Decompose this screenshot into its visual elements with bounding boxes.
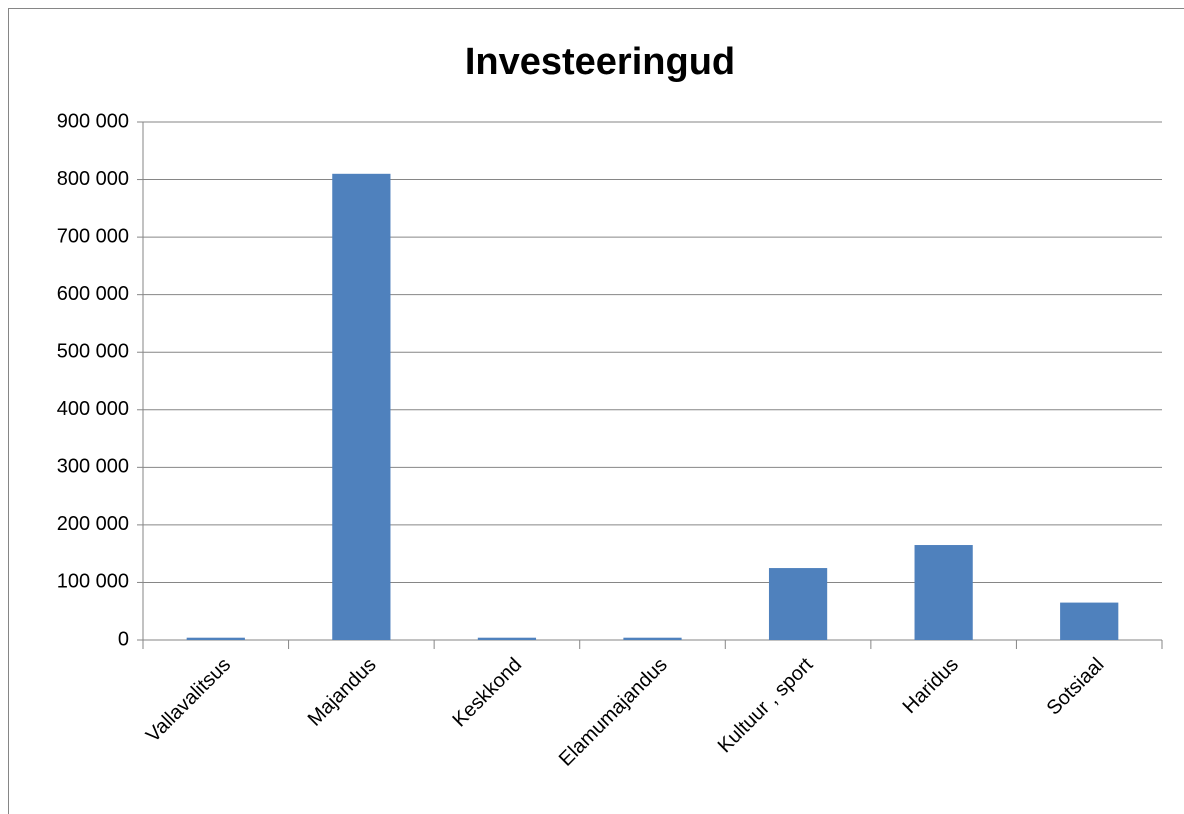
y-tick-label: 100 000 (57, 571, 129, 593)
y-tick-label: 900 000 (57, 110, 129, 132)
y-tick-label: 200 000 (57, 513, 129, 535)
y-tick-label: 800 000 (57, 168, 129, 190)
bar (914, 545, 973, 640)
bar (768, 568, 828, 640)
y-tick-label: 300 000 (57, 456, 129, 478)
y-tick-label: 500 000 (57, 341, 129, 363)
bar (186, 637, 245, 640)
y-tick-label: 0 (118, 628, 129, 650)
y-tick-label: 700 000 (57, 225, 129, 247)
bar (332, 173, 391, 641)
y-tick-label: 600 000 (57, 283, 129, 305)
y-tick-label: 400 000 (57, 398, 129, 420)
chart-frame (8, 8, 1184, 814)
bar (1060, 602, 1119, 640)
chart-title: Investeeringud (465, 41, 735, 83)
bar (477, 637, 537, 640)
bar (623, 637, 682, 640)
